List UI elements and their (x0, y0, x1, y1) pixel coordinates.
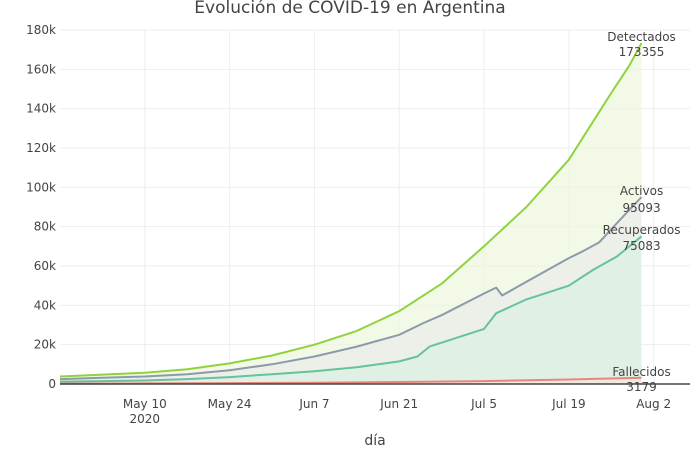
detectados-annotation-value: 173355 (619, 45, 665, 59)
activos-annotation-value: 95093 (622, 201, 660, 215)
detectados-line (59, 42, 643, 378)
chart-title: Evolución de COVID-19 en Argentina (194, 0, 505, 18)
area-layer (60, 43, 642, 384)
fallecidos-area (60, 377, 642, 384)
x-axis-title: día (364, 433, 385, 449)
y-tick-label: 0 (48, 377, 56, 391)
y-tick-label: 80k (34, 220, 56, 234)
fallecidos-annotation-value: 3179 (626, 380, 657, 394)
recuperados-area (60, 236, 642, 384)
x-tick-label: Aug 2 (636, 397, 671, 411)
fallecidos-annotation-name: Fallecidos (612, 365, 670, 379)
y-tick-label: 100k (26, 180, 56, 194)
y-tick-labels: 0 20k 40k 60k 80k 100k 120k 140k 160k 180k (26, 23, 56, 391)
y-tick-label: 160k (26, 62, 56, 76)
recuperados-line (59, 235, 643, 383)
activos-annotation-name: Activos (620, 184, 663, 198)
x-tick-label: Jul 19 (551, 397, 586, 411)
y-tick-label: 20k (34, 338, 56, 352)
recuperados-annotation-name: Recuperados (603, 223, 681, 237)
y-tick-label: 180k (26, 23, 56, 37)
x-tick-label: Jun 21 (379, 397, 418, 411)
y-tick-label: 120k (26, 141, 56, 155)
y-tick-label: 140k (26, 102, 56, 116)
detectados-annotation-name: Detectados (607, 30, 676, 44)
y-tick-label: 60k (34, 259, 56, 273)
x-tick-year-label: 2020 (130, 412, 161, 426)
activos-line (59, 196, 643, 381)
x-tick-label: Jul 5 (470, 397, 497, 411)
x-tick-label: Jun 7 (298, 397, 329, 411)
y-tick-label: 40k (34, 298, 56, 312)
recuperados-annotation-value: 75083 (622, 239, 660, 253)
x-tick-label: May 24 (208, 397, 252, 411)
x-tick-label: May 10 (123, 397, 167, 411)
